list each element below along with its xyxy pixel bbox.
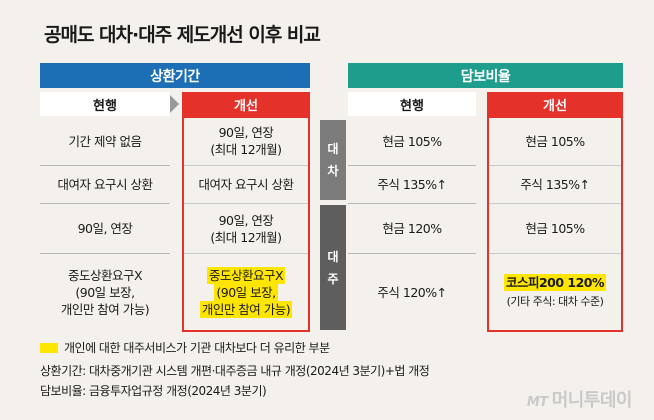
cell-text: (90일 보장, bbox=[75, 284, 135, 300]
watermark-logo: MT 머니투데이 bbox=[526, 386, 633, 412]
collateral-improved-row4: 코스피200 120% (기타 주식: 대차 수준) bbox=[489, 254, 621, 330]
side-char: 대 bbox=[327, 142, 339, 156]
highlighted-text: (90일 보장, bbox=[214, 283, 278, 301]
col-head-current-right: 현행 bbox=[348, 92, 476, 116]
cell-subtext: (기타 주식: 대차 수준) bbox=[506, 295, 604, 308]
repay-improved-row2: 대여자 요구시 상환 bbox=[184, 166, 308, 203]
highlighted-text: 코스피200 120% bbox=[503, 274, 607, 291]
side-label-borrowing: 대 주 bbox=[320, 205, 346, 330]
section-collateral-ratio: 담보비율 bbox=[348, 63, 623, 88]
cell-text: 대여자 요구시 상환 bbox=[198, 177, 294, 192]
watermark-name: 머니투데이 bbox=[551, 390, 633, 411]
cell-text: 현금 105% bbox=[382, 133, 442, 149]
repay-current-row1: 기간 제약 없음 bbox=[40, 118, 170, 164]
watermark-mt: MT bbox=[526, 395, 548, 410]
repay-current-row3: 90일, 연장 bbox=[40, 204, 170, 253]
collateral-improved-row2: 주식 135%↑ bbox=[489, 166, 621, 203]
repay-improved-row1: 90일, 연장 (최대 12개월) bbox=[184, 118, 308, 164]
col-head-current-left: 현행 bbox=[40, 92, 170, 116]
side-label-lending: 대 차 bbox=[320, 120, 346, 200]
collateral-current-row3: 현금 120% bbox=[348, 204, 476, 253]
cell-text: 90일, 연장 bbox=[218, 212, 274, 228]
cell-text: 개인만 참여 가능) bbox=[60, 301, 150, 317]
cell-text: 주식 135%↑ bbox=[377, 177, 447, 192]
improved-repay-box bbox=[182, 116, 310, 332]
cell-text: 90일, 연장 bbox=[218, 125, 274, 140]
repay-current-row2: 대여자 요구시 상환 bbox=[40, 166, 170, 203]
highlighted-text: 중도상환요구X bbox=[206, 266, 286, 284]
side-char: 주 bbox=[327, 271, 339, 286]
page-title: 공매도 대차·대주 제도개선 이후 비교 bbox=[44, 24, 321, 46]
legend-swatch bbox=[40, 343, 58, 353]
side-char: 차 bbox=[327, 164, 339, 178]
collateral-current-row2: 주식 135%↑ bbox=[348, 166, 476, 203]
cell-text: 중도상환요구X bbox=[67, 267, 143, 283]
note-collateral: 담보비율: 금융투자업규정 개정(2024년 3분기) bbox=[40, 384, 267, 398]
cell-text: 주식 135%↑ bbox=[520, 177, 590, 192]
cell-text: (최대 12개월) bbox=[210, 142, 282, 157]
side-char: 대 bbox=[327, 249, 339, 264]
collateral-improved-row1: 현금 105% bbox=[489, 118, 621, 164]
cell-text: 대여자 요구시 상환 bbox=[57, 177, 153, 192]
repay-improved-row4: 중도상환요구X (90일 보장, 개인만 참여 가능) bbox=[184, 254, 308, 330]
collateral-current-row1: 현금 105% bbox=[348, 118, 476, 164]
section-repay-period: 상환기간 bbox=[40, 63, 310, 88]
repay-improved-row3: 90일, 연장 (최대 12개월) bbox=[184, 204, 308, 253]
cell-text: 90일, 연장 bbox=[77, 221, 133, 236]
arrow-right-icon bbox=[170, 95, 179, 113]
cell-text: 기간 제약 없음 bbox=[68, 133, 142, 149]
cell-text: 주식 120%↑ bbox=[377, 284, 447, 300]
cell-text: 현금 105% bbox=[525, 221, 585, 236]
cell-text: (최대 12개월) bbox=[210, 229, 282, 245]
col-head-improved-left: 개선 bbox=[182, 92, 310, 116]
legend-text: 개인에 대한 대주서비스가 기관 대차보다 더 유리한 부분 bbox=[64, 341, 330, 355]
collateral-current-row4: 주식 120%↑ bbox=[348, 254, 476, 330]
cell-text: 현금 120% bbox=[382, 221, 442, 236]
cell-text: 현금 105% bbox=[525, 133, 585, 149]
note-repay: 상환기간: 대차중개기관 시스템 개편·대주증금 내규 개정(2024년 3분기… bbox=[40, 364, 430, 378]
col-head-improved-right: 개선 bbox=[487, 92, 623, 116]
highlighted-text: 개인만 참여 가능) bbox=[199, 300, 293, 318]
collateral-improved-row3: 현금 105% bbox=[489, 204, 621, 253]
improved-collateral-box bbox=[487, 116, 623, 332]
repay-current-row4: 중도상환요구X (90일 보장, 개인만 참여 가능) bbox=[40, 254, 170, 330]
